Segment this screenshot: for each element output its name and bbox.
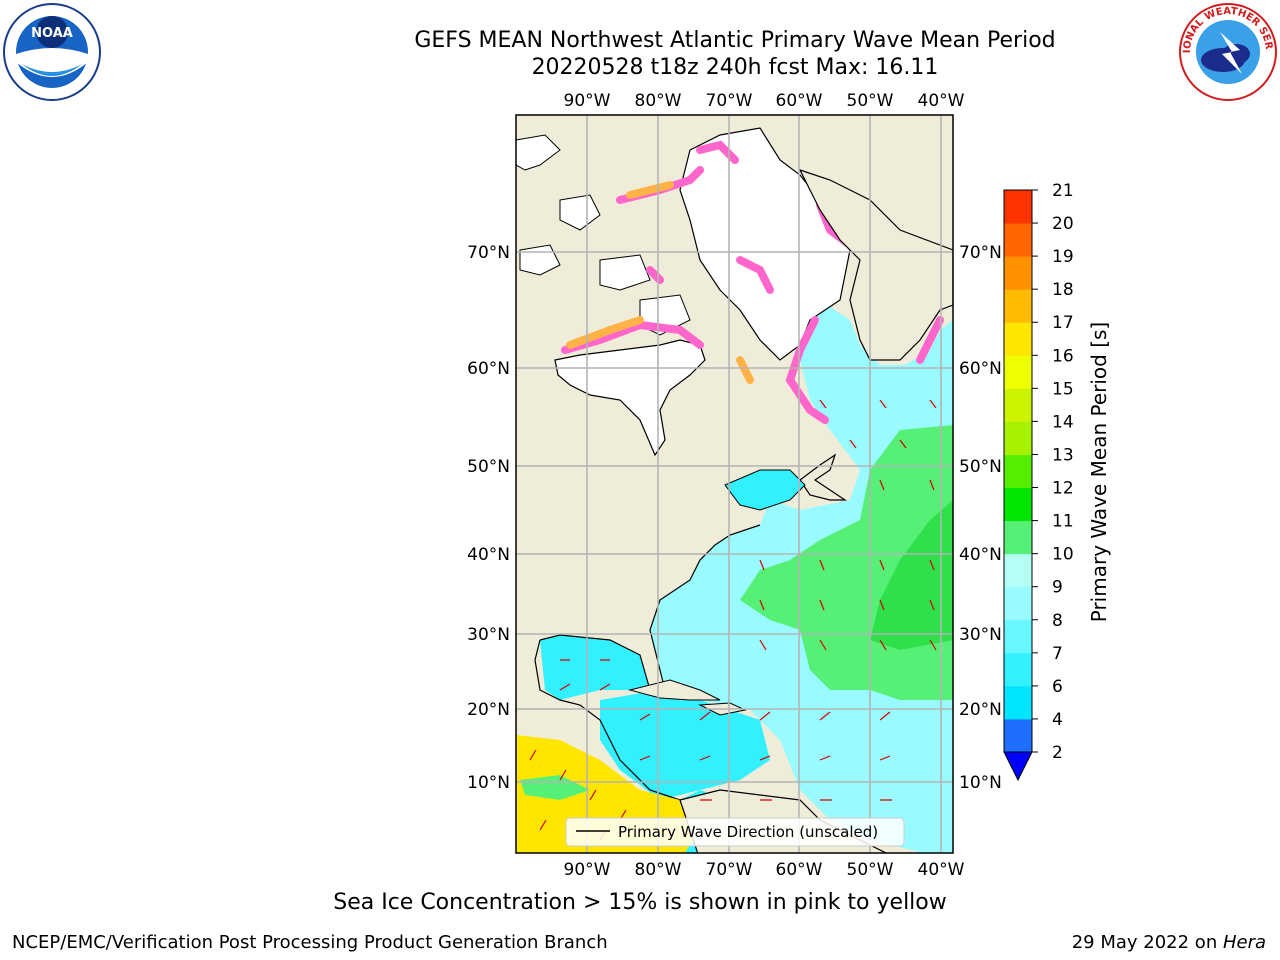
colorbar-bin	[1004, 487, 1032, 522]
lat-tick-right: 40°N	[959, 545, 1002, 565]
lon-tick-bottom: 50°W	[847, 860, 894, 880]
sea-ice-mask	[561, 140, 944, 424]
gulf-coast	[534, 634, 681, 801]
lon-tick-top: 70°W	[706, 91, 753, 111]
colorbar-extend	[1003, 751, 1033, 782]
colorbar-tick-label: 19	[1052, 247, 1074, 267]
greenland	[798, 168, 953, 361]
colorbar-bin	[1004, 586, 1032, 621]
colorbar-tick-label: 6	[1052, 677, 1063, 697]
lat-tick-left: 20°N	[467, 700, 510, 720]
lat-tick-left: 40°N	[467, 545, 510, 565]
colorbar-tick-label: 20	[1052, 214, 1074, 234]
colorbar-label: Primary Wave Mean Period [s]	[1087, 322, 1111, 623]
colorbar-bin	[1004, 388, 1032, 422]
lon-tick-top: 50°W	[847, 91, 894, 111]
colorbar-tick-label: 17	[1052, 313, 1074, 333]
footer-branch: NCEP/EMC/Verification Post Processing Pr…	[12, 932, 608, 953]
gulf-st-lawrence	[724, 469, 806, 511]
colorbar-tick-label: 11	[1052, 512, 1074, 532]
arctic-islands	[516, 134, 691, 336]
colorbar: 2 4 6 7 8 9 10 11 12 13 14 15 16 17 18 19 20 21	[1003, 181, 1074, 782]
colorbar-bin	[1004, 289, 1032, 323]
lon-tick-top: 90°W	[564, 91, 611, 111]
caribbean-sea	[600, 690, 770, 800]
colorbar-bin	[1004, 322, 1032, 356]
lon-tick-bottom: 60°W	[776, 860, 823, 880]
svg-text:NOAA: NOAA	[31, 26, 73, 41]
lat-tick-left: 10°N	[467, 773, 510, 793]
nws-logo: NATIONAL WEATHER SERVICE	[1178, 2, 1277, 101]
noaa-logo: NOAA	[3, 3, 101, 101]
gulf-of-mexico	[540, 635, 650, 700]
colorbar-tick-label: 4	[1052, 710, 1063, 730]
colorbar-bin	[1004, 256, 1032, 290]
colorbar-tick-label: 9	[1052, 578, 1063, 598]
newfoundland	[799, 453, 847, 501]
colorbar-tick-label: 12	[1052, 479, 1074, 499]
lon-tick-bottom: 90°W	[564, 860, 611, 880]
colorbar-tick-label: 8	[1052, 611, 1063, 631]
sea-ice-caption: Sea Ice Concentration > 15% is shown in …	[333, 890, 947, 915]
lat-tick-left: 50°N	[467, 457, 510, 477]
colorbar-bin	[1004, 652, 1032, 687]
cuba	[628, 679, 721, 701]
lat-tick-left: 70°N	[467, 243, 510, 263]
period-10-11-region	[870, 500, 953, 650]
wave-direction-arrows	[529, 399, 937, 841]
colorbar-bin	[1004, 685, 1032, 720]
colorbar-bin	[1004, 553, 1032, 588]
map-legend: Primary Wave Direction (unscaled)	[565, 817, 905, 847]
chart-title: GEFS MEAN Northwest Atlantic Primary Wav…	[414, 28, 1056, 53]
gridlines	[516, 115, 953, 853]
colorbar-bin	[1004, 421, 1032, 455]
colorbar-bin	[1004, 190, 1032, 224]
colorbar-tick-label: 18	[1052, 280, 1074, 300]
colorbar-bin	[1004, 718, 1032, 753]
colorbar-bin	[1004, 619, 1032, 654]
lat-tick-right: 30°N	[959, 625, 1002, 645]
footer-machine: Hera	[1222, 932, 1266, 953]
colorbar-tick-label: 7	[1052, 644, 1063, 664]
colorbar-bin	[1004, 223, 1032, 257]
footer-date: 29 May 2022 on Hera	[1072, 932, 1266, 953]
lat-tick-right: 70°N	[959, 243, 1002, 263]
lon-tick-bottom: 80°W	[635, 860, 682, 880]
colorbar-tick-label: 13	[1052, 445, 1074, 465]
colorbar-bin	[1004, 520, 1032, 555]
footer-date-text: 29 May 2022 on	[1071, 932, 1223, 953]
chart-subtitle: 20220528 t18z 240h fcst Max: 16.11	[531, 55, 939, 80]
colorbar-bin	[1004, 355, 1032, 389]
lon-tick-top: 40°W	[918, 91, 965, 111]
colorbar-tick-label: 14	[1052, 412, 1074, 432]
lat-tick-right: 20°N	[959, 700, 1002, 720]
lon-tick-top: 80°W	[635, 91, 682, 111]
lat-tick-left: 60°N	[467, 359, 510, 379]
lat-tick-right: 50°N	[959, 457, 1002, 477]
lon-tick-top: 60°W	[776, 91, 823, 111]
colorbar-tick-label: 2	[1052, 743, 1063, 763]
colorbar-frame	[1003, 189, 1033, 753]
colorbar-tick-label: 15	[1052, 379, 1074, 399]
legend-label: Primary Wave Direction (unscaled)	[618, 823, 878, 841]
colorbar-tick-label: 16	[1052, 346, 1074, 366]
lon-tick-bottom: 40°W	[918, 860, 965, 880]
lat-tick-right: 10°N	[959, 773, 1002, 793]
east-coast	[649, 524, 761, 691]
colorbar-bin	[1004, 454, 1032, 489]
colorbar-tick-label: 10	[1052, 545, 1074, 565]
lon-tick-bottom: 70°W	[706, 860, 753, 880]
colorbar-tick-label: 21	[1052, 181, 1074, 201]
lat-tick-right: 60°N	[959, 359, 1002, 379]
lat-tick-left: 30°N	[467, 625, 510, 645]
map-frame	[515, 114, 954, 854]
